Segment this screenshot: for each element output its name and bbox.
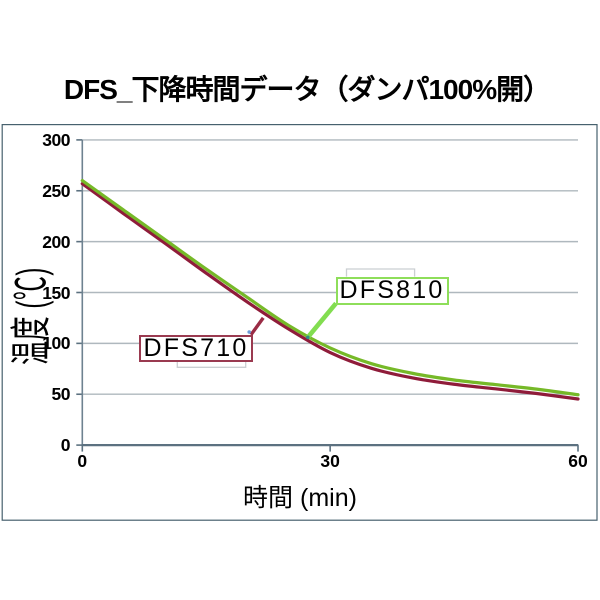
bracket-dfs710 xyxy=(176,361,247,368)
callout-dfs810: DFS810 xyxy=(335,275,449,305)
leader-dfs710 xyxy=(249,316,265,336)
x-tick-label-60: 60 xyxy=(568,451,588,471)
callout-dfs710-label: DFS710 xyxy=(143,333,249,362)
x-tick-label-30: 30 xyxy=(320,451,340,471)
y-tick-label-300: 300 xyxy=(42,129,70,150)
chart-frame xyxy=(1,123,598,521)
curve-dfs810 xyxy=(80,178,580,397)
chart-title: DFS_下降時間データ（ダンパ100%開） xyxy=(63,73,551,105)
leader-anchor-dot-blue xyxy=(247,330,251,334)
y-tick-label-0: 0 xyxy=(60,435,71,456)
bracket-dfs810 xyxy=(345,268,416,277)
y-tick-label-200: 200 xyxy=(42,231,70,252)
callout-dfs810-label: DFS810 xyxy=(339,275,445,304)
leader-anchor-dot-teal xyxy=(306,335,310,340)
x-tick-label-0: 0 xyxy=(77,451,88,471)
y-axis-title: 温度 (℃) xyxy=(8,267,55,365)
leader-dfs810 xyxy=(306,301,338,339)
y-tick-label-50: 50 xyxy=(51,384,71,405)
y-tick-label-100: 100 xyxy=(42,333,70,354)
callout-dfs710: DFS710 xyxy=(139,333,253,362)
y-tick-label-250: 250 xyxy=(42,180,70,201)
curve-dfs710 xyxy=(80,182,580,401)
x-axis-title: 時間 (min) xyxy=(243,484,357,512)
y-tick-label-150: 150 xyxy=(42,282,70,303)
